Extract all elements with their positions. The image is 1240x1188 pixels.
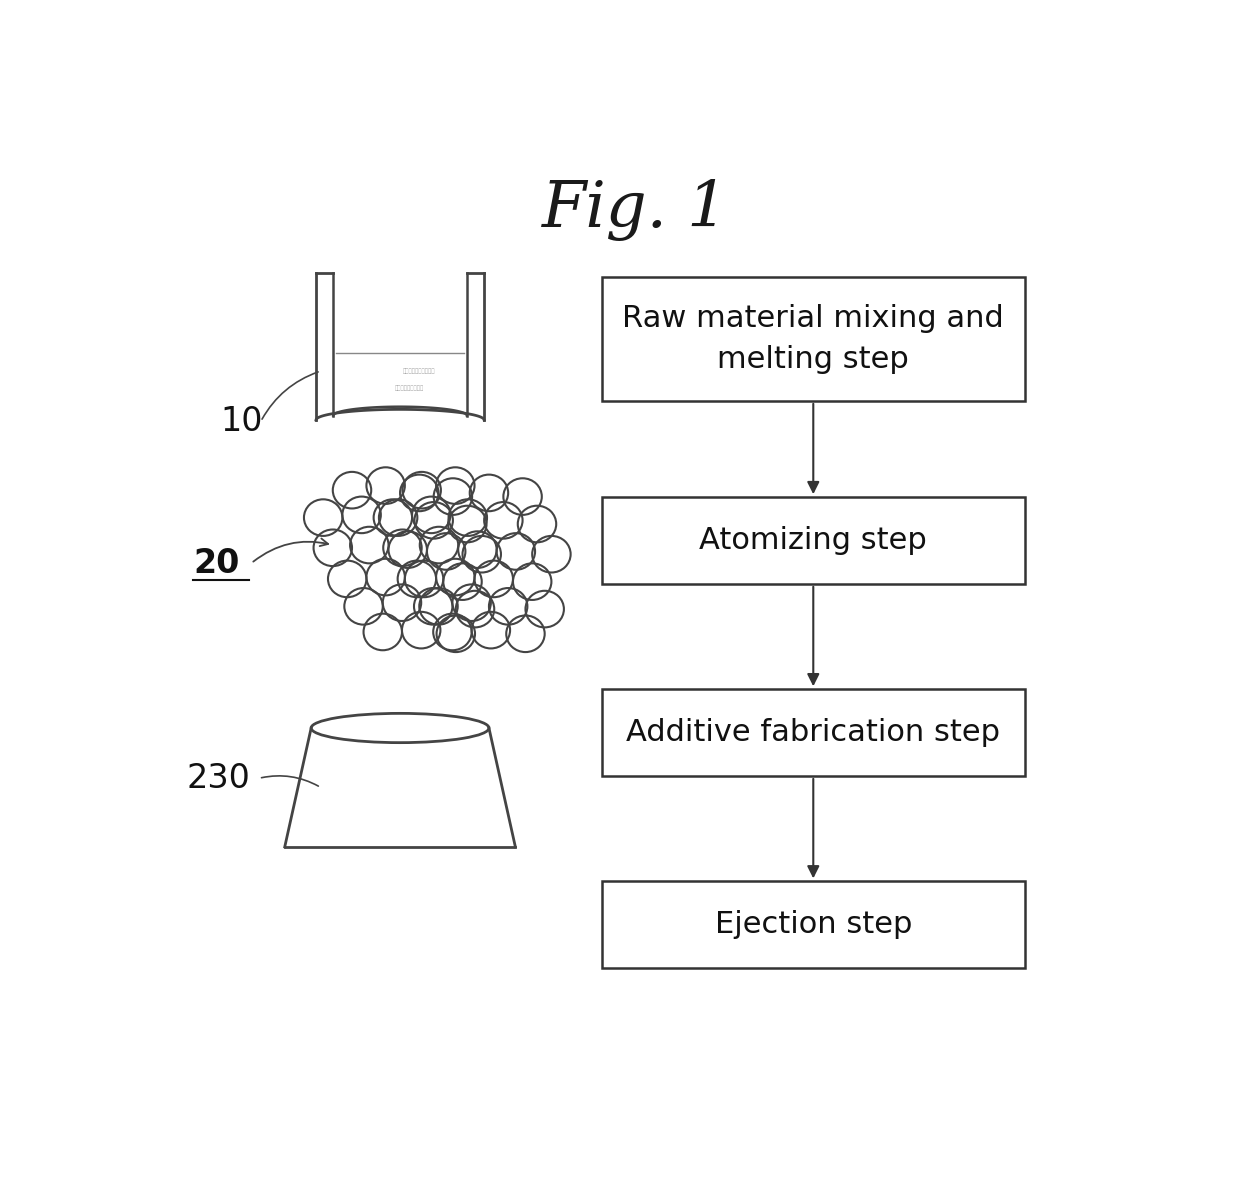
- Text: 230: 230: [187, 762, 250, 795]
- Text: Raw material mixing and
melting step: Raw material mixing and melting step: [622, 304, 1004, 374]
- FancyBboxPatch shape: [601, 278, 1024, 402]
- Text: 20: 20: [193, 546, 239, 580]
- FancyBboxPatch shape: [601, 497, 1024, 584]
- FancyBboxPatch shape: [601, 881, 1024, 968]
- Text: ーーーーーーーーーー: ーーーーーーーーーー: [403, 368, 435, 374]
- Text: Atomizing step: Atomizing step: [699, 526, 928, 555]
- Text: Fig. 1: Fig. 1: [542, 179, 729, 241]
- Text: Additive fabrication step: Additive fabrication step: [626, 718, 1001, 747]
- Text: Ejection step: Ejection step: [714, 910, 911, 940]
- FancyBboxPatch shape: [601, 689, 1024, 776]
- Text: ーーーーーーーーー: ーーーーーーーーー: [396, 385, 424, 391]
- Text: 10: 10: [221, 405, 263, 438]
